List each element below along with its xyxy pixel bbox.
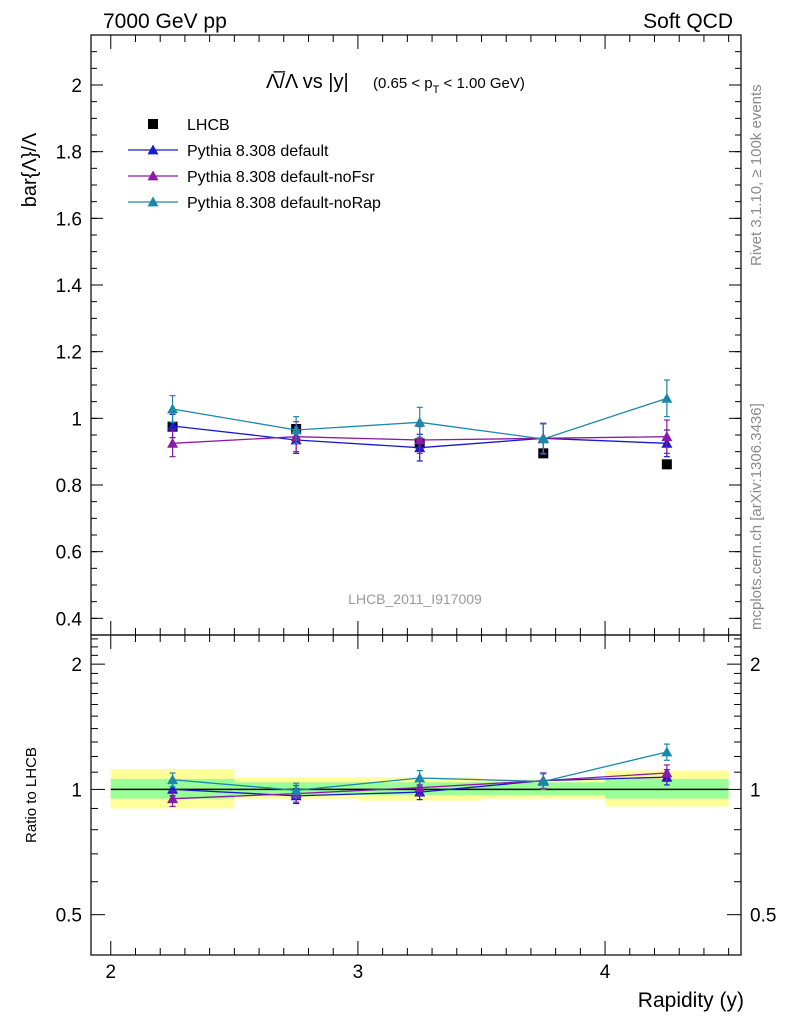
data-point	[167, 420, 179, 431]
x-tick-label: 2	[105, 962, 116, 983]
main-y-tick-label: 1.8	[56, 143, 82, 164]
series-3	[167, 379, 673, 455]
rivet-label: Rivet 3.1.10, ≥ 100k events	[748, 84, 765, 266]
data-point	[661, 431, 673, 442]
main-y-axis-label: bar{Λ}/Λ	[19, 132, 41, 207]
x-tick-label: 3	[353, 962, 364, 983]
legend: LHCB Pythia 8.308 default Pythia 8.308 def…	[128, 117, 381, 212]
ratio-y-tick-label: 0.5	[56, 906, 82, 927]
data-point	[661, 459, 672, 470]
ratio-y-tick-label: 1	[71, 780, 82, 801]
header-left: 7000 GeV pp	[103, 10, 227, 33]
data-point	[414, 782, 426, 793]
chart-subtitle: (0.65 < pT < 1.00 GeV)	[373, 75, 525, 96]
main-y-tick-label: 0.4	[56, 609, 83, 630]
legend-label: Pythia 8.308 default-noFsr	[187, 169, 375, 186]
header-right: Soft QCD	[643, 10, 733, 33]
data-point	[414, 416, 426, 427]
data-point	[167, 793, 179, 804]
ratio-y-tick-label-right: 0.5	[750, 906, 776, 927]
data-point	[167, 437, 179, 448]
data-point	[661, 767, 673, 778]
legend-marker	[147, 170, 159, 181]
legend-entry: Pythia 8.308 default-noRap	[128, 195, 381, 212]
legend-marker	[147, 196, 159, 207]
ratio-panel: 2 3 4 0.5 0.5 1 1 2 2 Ratio to LHCB Rapidity (y)	[23, 634, 776, 1012]
data-point	[414, 772, 426, 783]
main-y-tick-label: 2	[71, 76, 82, 97]
legend-marker	[147, 144, 159, 155]
data-point	[290, 784, 302, 795]
main-y-tick-label: 1.6	[56, 209, 82, 230]
legend-entry: LHCB	[148, 117, 230, 134]
data-point	[537, 433, 549, 444]
ratio-y-tick-label-right: 1	[750, 780, 761, 801]
main-y-tick-label: 1	[71, 409, 82, 430]
data-point	[167, 403, 179, 414]
data-point	[414, 434, 426, 445]
data-point	[167, 774, 179, 785]
data-point	[661, 746, 673, 757]
data-point	[661, 392, 673, 403]
legend-marker	[148, 119, 158, 129]
data-point	[537, 775, 549, 786]
analysis-watermark: LHCB_2011_I917009	[348, 591, 482, 607]
x-tick-label: 4	[600, 962, 611, 983]
legend-label: LHCB	[187, 117, 230, 134]
chart-title: Λ̅/Λ vs |y|	[266, 70, 349, 93]
main-y-tick-label: 0.8	[56, 476, 82, 497]
data-point	[290, 424, 302, 435]
legend-entry: Pythia 8.308 default	[128, 143, 329, 160]
main-y-tick-label: 0.6	[56, 543, 82, 564]
ratio-y-tick-label-right: 2	[750, 655, 761, 676]
legend-entry: Pythia 8.308 default-noFsr	[128, 169, 375, 186]
main-y-tick-label: 1.2	[56, 343, 82, 364]
mcplots-label: mcplots.cern.ch [arXiv:1306.3436]	[748, 403, 765, 630]
series-3	[167, 743, 673, 799]
ratio-y-axis-label: Ratio to LHCB	[23, 747, 40, 843]
main-y-tick-label: 1.4	[56, 276, 83, 297]
ratio-panel-frame	[90, 634, 742, 956]
main-panel: 0.4 0.6 0.8 1 1.2 1.4 1.6 1.8 2 LHCB Pythia 8.308…	[19, 34, 742, 636]
legend-label: Pythia 8.308 default	[187, 143, 329, 160]
ratio-y-tick-label: 2	[71, 655, 82, 676]
x-axis-label: Rapidity (y)	[638, 989, 744, 1012]
legend-label: Pythia 8.308 default-noRap	[187, 195, 381, 212]
